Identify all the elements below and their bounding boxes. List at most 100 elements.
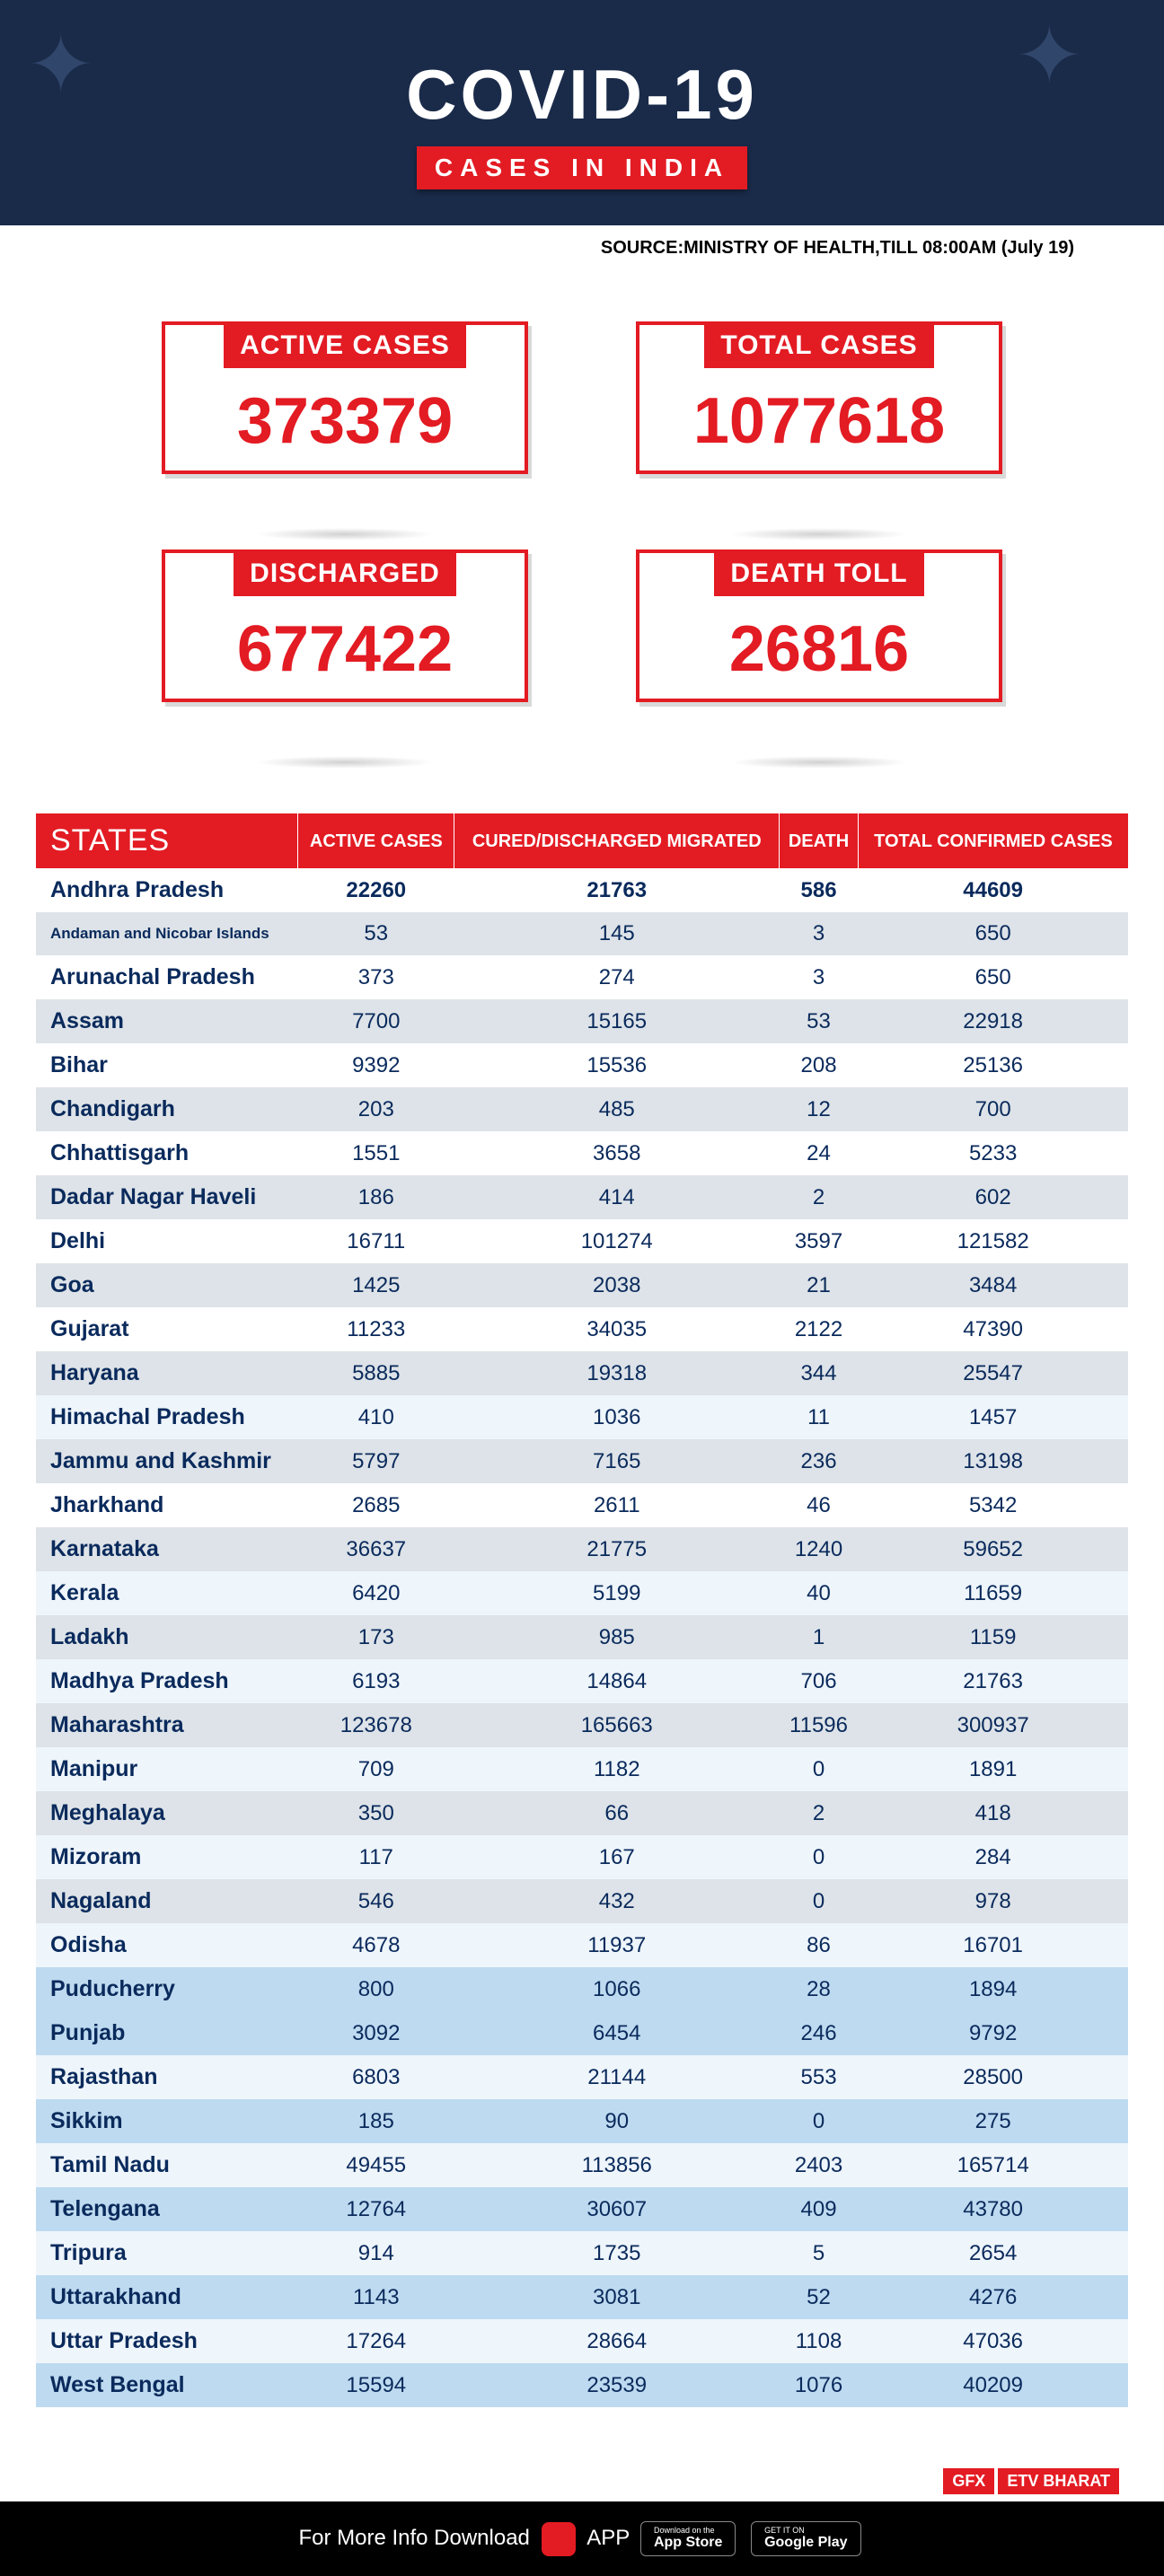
virus-icon-left: ✦: [27, 18, 94, 112]
source-text: SOURCE:MINISTRY OF HEALTH,TILL 08:00AM (…: [0, 225, 1164, 268]
cell-active: 1143: [298, 2275, 454, 2319]
cell-total: 28500: [858, 2055, 1128, 2099]
table-row: Gujarat1123334035212247390: [36, 1307, 1128, 1351]
cell-death: 40: [780, 1571, 859, 1615]
table-row: Andaman and Nicobar Islands531453650: [36, 912, 1128, 955]
cell-death: 86: [780, 1923, 859, 1967]
cell-total: 22918: [858, 999, 1128, 1043]
cell-death: 208: [780, 1043, 859, 1087]
cell-total: 40209: [858, 2363, 1128, 2407]
table-row: Maharashtra12367816566311596300937: [36, 1703, 1128, 1747]
cell-active: 350: [298, 1791, 454, 1835]
cell-cured: 11937: [454, 1923, 780, 1967]
main-title: COVID-19: [0, 54, 1164, 136]
cell-state: Uttar Pradesh: [36, 2319, 298, 2363]
cell-cured: 2038: [454, 1263, 780, 1307]
cell-state: Himachal Pradesh: [36, 1395, 298, 1439]
table-row: Haryana58851931834425547: [36, 1351, 1128, 1395]
shadow-decoration: [255, 756, 435, 769]
cell-cured: 432: [454, 1879, 780, 1923]
table-row: Mizoram1171670284: [36, 1835, 1128, 1879]
cell-total: 5233: [858, 1131, 1128, 1175]
cell-total: 1894: [858, 1967, 1128, 2011]
cell-state: Madhya Pradesh: [36, 1659, 298, 1703]
cell-death: 52: [780, 2275, 859, 2319]
cell-state: Andhra Pradesh: [36, 868, 298, 912]
cell-cured: 1182: [454, 1747, 780, 1791]
cell-active: 6803: [298, 2055, 454, 2099]
stat-label: ACTIVE CASES: [224, 323, 466, 368]
cell-death: 12: [780, 1087, 859, 1131]
cell-total: 650: [858, 955, 1128, 999]
cell-state: Manipur: [36, 1747, 298, 1791]
cell-state: Nagaland: [36, 1879, 298, 1923]
cell-cured: 101274: [454, 1219, 780, 1263]
cell-state: Arunachal Pradesh: [36, 955, 298, 999]
cell-state: Telengana: [36, 2187, 298, 2231]
table-row: Manipur709118201891: [36, 1747, 1128, 1791]
cell-state: Mizoram: [36, 1835, 298, 1879]
cell-state: Gujarat: [36, 1307, 298, 1351]
stat-label: DEATH TOLL: [714, 551, 923, 596]
cell-cured: 6454: [454, 2011, 780, 2055]
cell-death: 11596: [780, 1703, 859, 1747]
cell-total: 700: [858, 1087, 1128, 1131]
cell-death: 553: [780, 2055, 859, 2099]
cell-cured: 145: [454, 912, 780, 955]
table-row: Ladakh17398511159: [36, 1615, 1128, 1659]
cell-state: Puducherry: [36, 1967, 298, 2011]
cell-cured: 2611: [454, 1483, 780, 1527]
table-wrapper: STATES ACTIVE CASES CURED/DISCHARGED MIG…: [0, 813, 1164, 2461]
cell-cured: 21144: [454, 2055, 780, 2099]
table-row: Meghalaya350662418: [36, 1791, 1128, 1835]
cell-cured: 113856: [454, 2143, 780, 2187]
cell-state: Punjab: [36, 2011, 298, 2055]
download-footer: For More Info Download APP Download on t…: [0, 2501, 1164, 2575]
cell-state: Kerala: [36, 1571, 298, 1615]
cell-state: Tripura: [36, 2231, 298, 2275]
shadow-decoration: [729, 756, 909, 769]
cell-active: 914: [298, 2231, 454, 2275]
cell-total: 284: [858, 1835, 1128, 1879]
cell-death: 2: [780, 1791, 859, 1835]
cell-death: 21: [780, 1263, 859, 1307]
cell-death: 586: [780, 868, 859, 912]
cell-active: 22260: [298, 868, 454, 912]
cell-active: 53: [298, 912, 454, 955]
cell-state: Goa: [36, 1263, 298, 1307]
cell-active: 1551: [298, 1131, 454, 1175]
cell-state: Ladakh: [36, 1615, 298, 1659]
cell-cured: 30607: [454, 2187, 780, 2231]
cell-active: 5797: [298, 1439, 454, 1483]
cell-total: 3484: [858, 1263, 1128, 1307]
cell-total: 11659: [858, 1571, 1128, 1615]
table-row: Karnataka3663721775124059652: [36, 1527, 1128, 1571]
cell-state: Maharashtra: [36, 1703, 298, 1747]
cell-active: 123678: [298, 1703, 454, 1747]
states-table: STATES ACTIVE CASES CURED/DISCHARGED MIG…: [36, 813, 1128, 2407]
cell-total: 1457: [858, 1395, 1128, 1439]
table-row: West Bengal1559423539107640209: [36, 2363, 1128, 2407]
cell-active: 373: [298, 955, 454, 999]
cell-active: 15594: [298, 2363, 454, 2407]
cell-total: 602: [858, 1175, 1128, 1219]
cell-death: 246: [780, 2011, 859, 2055]
cell-total: 1159: [858, 1615, 1128, 1659]
cell-death: 1108: [780, 2319, 859, 2363]
subtitle-badge: CASES IN INDIA: [417, 146, 747, 189]
virus-icon-right: ✦: [1016, 9, 1083, 103]
table-row: Nagaland5464320978: [36, 1879, 1128, 1923]
header: ✦ ✦ COVID-19 CASES IN INDIA: [0, 0, 1164, 225]
cell-active: 7700: [298, 999, 454, 1043]
cell-active: 203: [298, 1087, 454, 1131]
cell-death: 1: [780, 1615, 859, 1659]
cell-cured: 15536: [454, 1043, 780, 1087]
col-cured: CURED/DISCHARGED MIGRATED: [454, 813, 780, 868]
cell-total: 121582: [858, 1219, 1128, 1263]
cell-cured: 90: [454, 2099, 780, 2143]
shadow-decoration: [255, 528, 435, 541]
cell-cured: 66: [454, 1791, 780, 1835]
cell-cured: 165663: [454, 1703, 780, 1747]
cell-death: 1240: [780, 1527, 859, 1571]
cell-total: 9792: [858, 2011, 1128, 2055]
